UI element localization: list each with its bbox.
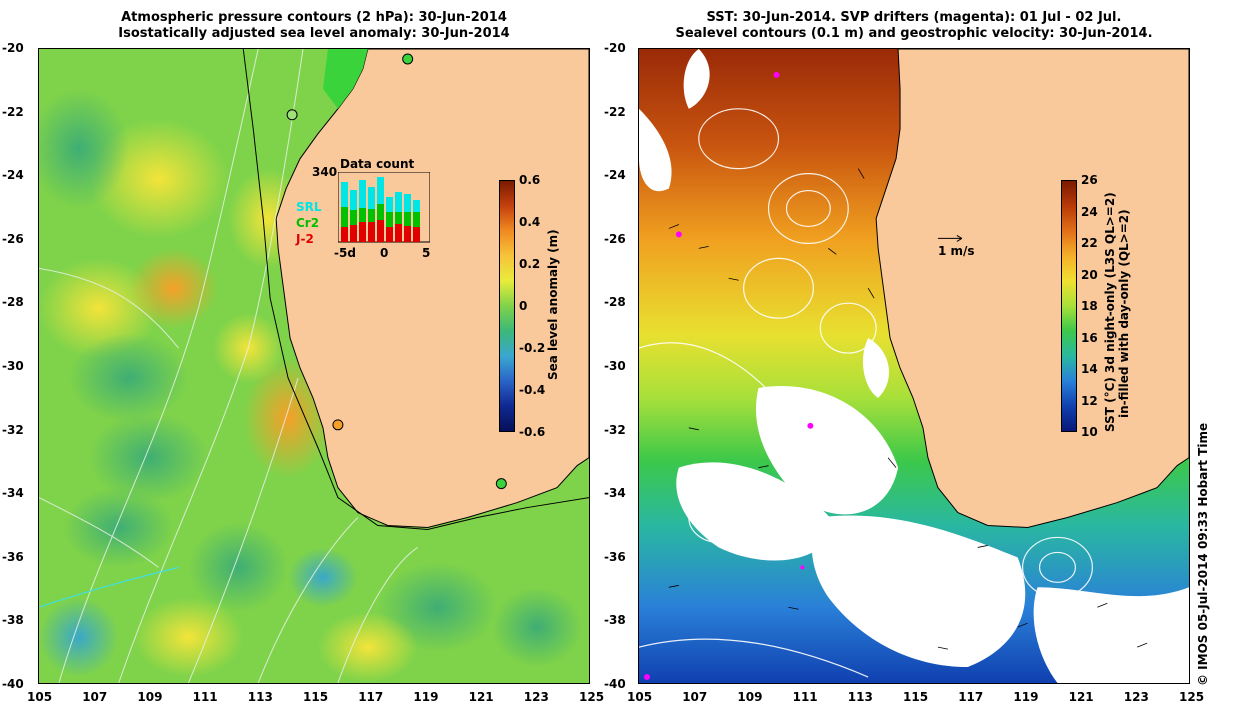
- left-lon-tick-3: 111: [192, 690, 218, 704]
- data-count-max-label: 340: [312, 165, 338, 179]
- sst-colorbar-tick-4: 18: [1081, 299, 1098, 313]
- sst-map: [638, 48, 1190, 684]
- left-title: Atmospheric pressure contours (2 hPa): 3…: [38, 10, 590, 42]
- sst-colorbar-tick-8: 10: [1081, 425, 1098, 439]
- right-lat-tick-2: -24: [604, 168, 626, 183]
- sea-level-colorbar-tick-3: 0: [519, 299, 528, 313]
- left-lon-tick-9: 123: [523, 690, 549, 704]
- sea-level-anomaly-map: [38, 48, 590, 684]
- right-lon-tick-7: 119: [1013, 690, 1039, 704]
- left-lon-tick-8: 121: [468, 690, 494, 704]
- right-lat-tick-1: -22: [604, 104, 626, 119]
- right-lat-tick-3: -26: [604, 231, 626, 246]
- data-count-bar-7: [395, 192, 402, 242]
- left-lon-tick-0: 105: [27, 690, 53, 704]
- sea-level-colorbar-tick-6: -0.6: [519, 425, 546, 439]
- sea-level-colorbar-tick-1: 0.4: [519, 215, 541, 229]
- data-count-bars: [338, 172, 430, 243]
- data-count-legend-cr2: Cr2: [296, 216, 320, 230]
- right-lat-tick-5: -30: [604, 359, 626, 373]
- right-lat-tick-8: -36: [604, 549, 626, 564]
- right-lat-tick-6: -32: [604, 422, 626, 437]
- left-lat-tick-10: -40: [2, 677, 24, 691]
- left-lon-tick-6: 117: [358, 690, 384, 704]
- right-lat-tick-7: -34: [604, 486, 626, 501]
- left-lon-tick-1: 107: [82, 690, 108, 704]
- sea-level-colorbar-label: Sea level anomaly (m): [546, 229, 560, 380]
- data-count-bar-3: [359, 180, 366, 242]
- right-lat-tick-10: -40: [604, 677, 626, 691]
- right-lon-tick-0: 105: [627, 690, 653, 704]
- left-lon-tick-10: 125: [579, 690, 605, 704]
- data-count-bar-8: [404, 194, 411, 242]
- data-count-legend-srl: SRL: [296, 200, 322, 214]
- right-title: SST: 30-Jun-2014. SVP drifters (magenta)…: [638, 10, 1190, 42]
- left-lat-tick-2: -24: [2, 168, 24, 183]
- left-lon-tick-5: 115: [303, 690, 329, 704]
- right-lon-tick-4: 113: [847, 690, 873, 704]
- sst-colorbar-tick-2: 22: [1081, 236, 1098, 250]
- data-count-bar-2: [350, 190, 357, 242]
- left-lat-tick-4: -28: [2, 295, 24, 310]
- data-count-xtick-2: 0: [380, 246, 389, 260]
- data-count-bar-6: [386, 197, 393, 242]
- left-lat-tick-9: -38: [2, 613, 24, 628]
- sea-level-colorbar-tick-0: 0.6: [519, 173, 541, 187]
- right-lat-tick-0: -20: [604, 41, 626, 55]
- sea-level-anomaly-map-graphic: [39, 49, 589, 683]
- velocity-scale-label: 1 m/s: [938, 244, 975, 258]
- right-lon-tick-3: 111: [792, 690, 818, 704]
- sst-colorbar-tick-6: 14: [1081, 362, 1098, 376]
- left-lon-tick-2: 109: [137, 690, 163, 704]
- right-lon-tick-5: 115: [903, 690, 929, 704]
- right-lon-tick-2: 109: [737, 690, 763, 704]
- sst-colorbar-tick-5: 16: [1081, 330, 1098, 345]
- right-lon-tick-8: 121: [1068, 690, 1094, 704]
- sst-colorbar-label-line2: in-filled with day-only (QL>=2): [1117, 209, 1131, 418]
- left-lat-tick-1: -22: [2, 104, 24, 119]
- left-lon-tick-7: 119: [413, 690, 439, 704]
- data-count-xtick-1: -5d: [334, 246, 356, 260]
- data-count-xtick-3: 5: [422, 246, 431, 260]
- sea-level-colorbar: [499, 180, 515, 432]
- data-count-bar-5: [377, 177, 384, 242]
- sst-colorbar-tick-0: 26: [1081, 173, 1098, 187]
- data-count-bar-4: [368, 187, 375, 242]
- sst-map-graphic: [639, 49, 1189, 683]
- left-title-line1: Atmospheric pressure contours (2 hPa): 3…: [121, 10, 507, 25]
- right-lon-tick-10: 125: [1179, 690, 1205, 704]
- right-lon-tick-1: 107: [682, 690, 708, 704]
- sst-colorbar-label-line1: SST (°C) 3d night-only (L3S QL>=2): [1103, 192, 1117, 432]
- right-lon-tick-6: 117: [958, 690, 984, 704]
- sst-colorbar-tick-3: 20: [1081, 267, 1098, 282]
- left-lat-tick-5: -30: [2, 359, 24, 373]
- data-count-legend-j2: J-2: [296, 232, 314, 246]
- sea-level-colorbar-tick-4: -0.2: [519, 341, 546, 355]
- left-title-line2: Isostatically adjusted sea level anomaly…: [118, 26, 510, 41]
- data-count-bar-9: [413, 200, 420, 242]
- right-title-line2: Sealevel contours (0.1 m) and geostrophi…: [675, 26, 1153, 41]
- left-lat-tick-3: -26: [2, 231, 24, 246]
- left-lat-tick-8: -36: [2, 549, 24, 564]
- sst-colorbar-tick-1: 24: [1081, 204, 1098, 219]
- left-lat-tick-6: -32: [2, 422, 24, 437]
- left-lat-tick-7: -34: [2, 486, 24, 501]
- left-lat-tick-0: -20: [2, 41, 24, 55]
- right-lat-tick-9: -38: [604, 613, 626, 628]
- sst-colorbar-tick-7: 12: [1081, 393, 1098, 408]
- sea-level-colorbar-tick-2: 0.2: [519, 257, 541, 271]
- sea-level-colorbar-tick-5: -0.4: [519, 383, 546, 397]
- data-count-bar-1: [341, 182, 348, 242]
- right-title-line1: SST: 30-Jun-2014. SVP drifters (magenta)…: [706, 10, 1122, 25]
- right-lon-tick-9: 123: [1123, 690, 1149, 704]
- left-lon-tick-4: 113: [247, 690, 273, 704]
- right-lat-tick-4: -28: [604, 295, 626, 310]
- imos-watermark: © IMOS 05-Jul-2014 09:33 Hobart Time: [1196, 422, 1210, 686]
- data-count-title: Data count: [340, 157, 415, 171]
- sst-colorbar: [1061, 180, 1077, 432]
